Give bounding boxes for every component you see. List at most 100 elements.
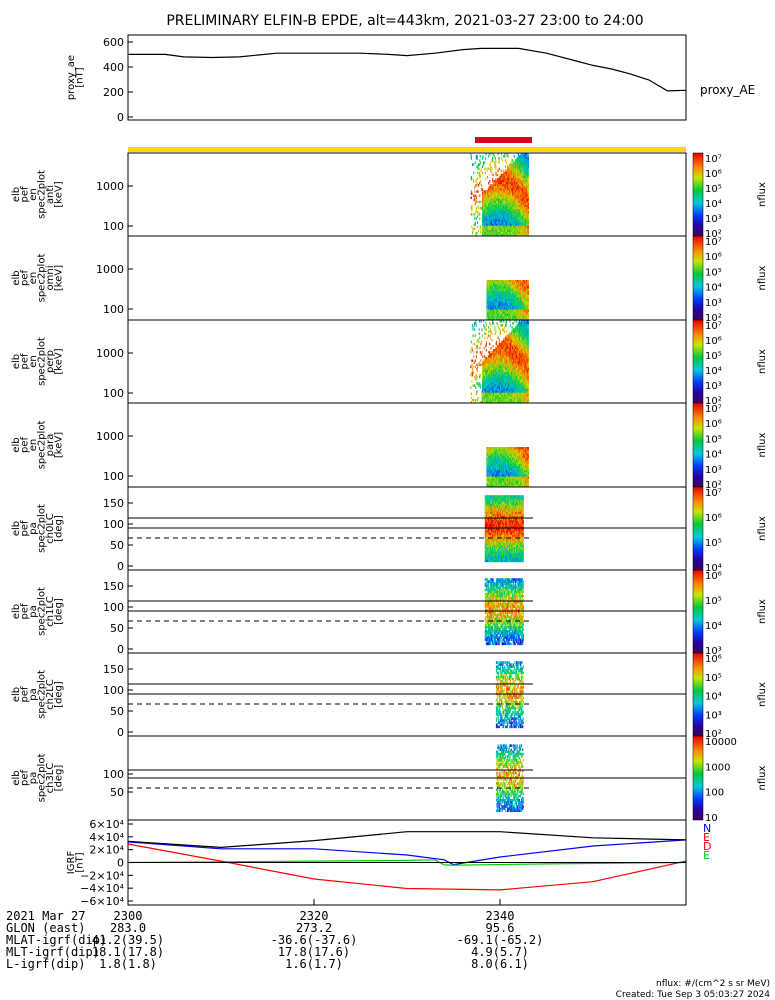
spec-cell bbox=[474, 223, 476, 227]
spec-cell bbox=[474, 378, 476, 381]
spec-cell bbox=[475, 198, 477, 202]
spec-cell bbox=[474, 342, 476, 346]
spec-cell bbox=[481, 165, 484, 168]
spec-cell bbox=[485, 332, 487, 335]
spec-cell bbox=[527, 182, 529, 185]
spec-cell bbox=[527, 171, 529, 175]
spec-cell bbox=[470, 386, 472, 389]
spec-cell bbox=[492, 157, 494, 160]
spec-cell bbox=[475, 196, 477, 200]
spec-cell bbox=[497, 169, 499, 173]
spec-cell bbox=[476, 340, 478, 344]
spec-cell bbox=[484, 190, 486, 193]
spec-cell bbox=[477, 396, 479, 400]
spec-cell bbox=[489, 167, 491, 170]
spec-cell bbox=[495, 167, 497, 170]
spec-cell bbox=[478, 171, 480, 175]
spec-cell bbox=[495, 165, 497, 168]
spec-cell bbox=[475, 184, 477, 187]
spec-cell bbox=[484, 332, 486, 335]
spec-cell bbox=[471, 206, 473, 210]
spec-cell bbox=[470, 359, 472, 362]
spec-cell bbox=[479, 161, 481, 164]
spec-cell bbox=[475, 233, 477, 237]
spec-cell bbox=[480, 359, 482, 362]
spec-cell bbox=[472, 328, 474, 331]
spec-cell bbox=[476, 231, 478, 235]
spec-cell bbox=[497, 173, 499, 177]
spec-cell bbox=[479, 155, 481, 158]
spec-cell bbox=[474, 221, 476, 224]
spec-cell bbox=[527, 186, 529, 189]
spec-cell bbox=[490, 165, 492, 168]
spec-cell bbox=[474, 359, 476, 362]
spec-cell bbox=[474, 215, 476, 218]
spec-cell bbox=[489, 336, 491, 340]
spec-cell bbox=[472, 342, 474, 346]
spec-cell bbox=[475, 209, 477, 212]
spec-cell bbox=[492, 173, 494, 177]
spec-cell bbox=[480, 169, 482, 173]
spec-cell bbox=[527, 153, 529, 156]
spec-cell bbox=[495, 177, 497, 181]
spec-cell bbox=[476, 365, 479, 369]
spec-cell bbox=[478, 363, 480, 367]
spec-cell bbox=[527, 229, 529, 233]
spec-cell bbox=[473, 355, 475, 358]
spec-cell bbox=[527, 204, 529, 208]
spec-cell bbox=[527, 167, 529, 170]
spec-cell bbox=[498, 161, 500, 164]
spec-cell bbox=[473, 198, 475, 202]
spec-cell bbox=[478, 175, 480, 179]
spec-cell bbox=[485, 342, 488, 346]
spec-cell bbox=[478, 229, 480, 233]
spec-cell bbox=[478, 206, 480, 210]
spec-cell bbox=[490, 169, 492, 173]
spec-cell bbox=[477, 167, 479, 170]
spec-cell bbox=[470, 177, 472, 181]
spectrogram-layer bbox=[470, 153, 529, 812]
spec-cell bbox=[479, 225, 481, 229]
spec-cell bbox=[508, 163, 510, 166]
spec-cell bbox=[476, 378, 478, 381]
spec-cell bbox=[481, 188, 484, 191]
spec-cell bbox=[527, 165, 529, 168]
spec-cell bbox=[479, 373, 481, 377]
spec-cell bbox=[527, 231, 529, 235]
spec-cell bbox=[484, 167, 486, 170]
spec-cell bbox=[471, 204, 473, 208]
spec-cell bbox=[474, 328, 476, 331]
spec-cell bbox=[470, 365, 472, 369]
spec-cell bbox=[493, 161, 495, 164]
spec-cell bbox=[489, 346, 491, 350]
spec-cell bbox=[494, 157, 496, 160]
spec-cell bbox=[474, 365, 476, 369]
spec-cell bbox=[527, 202, 529, 206]
spec-cell bbox=[479, 194, 481, 197]
spec-cell bbox=[478, 340, 480, 344]
spec-cell bbox=[476, 155, 478, 158]
spec-cell bbox=[486, 167, 488, 170]
spec-cell bbox=[471, 163, 474, 166]
spec-cell bbox=[475, 324, 477, 327]
spec-cell bbox=[479, 351, 481, 354]
spec-cell bbox=[489, 322, 491, 325]
spec-cell bbox=[470, 153, 472, 156]
spec-cell bbox=[485, 324, 488, 327]
spec-cell bbox=[494, 179, 496, 183]
science-zone-bar-red bbox=[475, 137, 532, 143]
spec-cell bbox=[490, 324, 492, 327]
spec-cell bbox=[495, 342, 498, 346]
spec-cell bbox=[498, 159, 500, 162]
spec-cell bbox=[485, 328, 488, 331]
spec-cell bbox=[495, 173, 498, 177]
spec-cell bbox=[474, 213, 476, 216]
spec-cell bbox=[473, 163, 475, 166]
spec-cell bbox=[473, 227, 475, 231]
spec-cell bbox=[527, 161, 529, 164]
spec-cell bbox=[527, 227, 529, 231]
spec-cell bbox=[527, 217, 529, 220]
spec-cell bbox=[479, 175, 481, 179]
spec-cell bbox=[473, 223, 475, 227]
spec-cell bbox=[470, 155, 472, 158]
